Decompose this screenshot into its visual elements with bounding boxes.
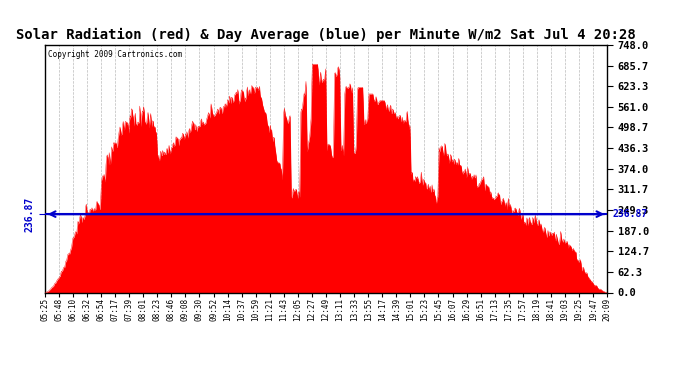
Text: 236.87: 236.87 <box>613 209 648 219</box>
Title: Solar Radiation (red) & Day Average (blue) per Minute W/m2 Sat Jul 4 20:28: Solar Radiation (red) & Day Average (blu… <box>16 28 636 42</box>
Text: Copyright 2009 Cartronics.com: Copyright 2009 Cartronics.com <box>48 50 181 59</box>
